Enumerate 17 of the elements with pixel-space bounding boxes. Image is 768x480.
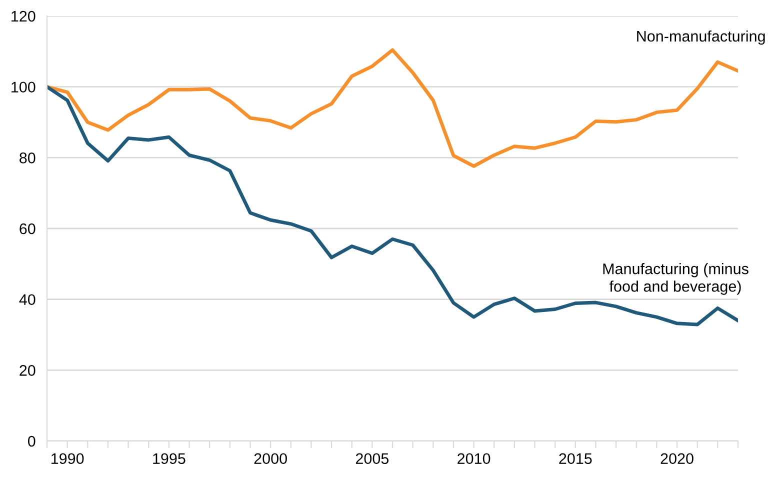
x-tick-label: 2020 xyxy=(660,453,694,464)
x-tick-label: 2005 xyxy=(356,453,389,464)
x-tick-label: 2010 xyxy=(458,453,490,464)
line-series xyxy=(47,48,738,168)
x-tick-label: 2000 xyxy=(254,453,287,464)
y-tick-label: 20 xyxy=(20,365,36,376)
y-tick-label: 80 xyxy=(20,152,36,164)
series-label: Manufacturing (minus food and beverage) xyxy=(603,263,748,295)
x-tick-label: 1990 xyxy=(51,453,84,464)
y-tick-label: 100 xyxy=(12,82,36,93)
y-tick-label: 120 xyxy=(12,10,36,22)
y-tick-label: 60 xyxy=(20,223,36,234)
x-tick-label: 2015 xyxy=(559,453,592,464)
series-label: Non-manufacturing xyxy=(637,30,765,45)
x-tick-label: 1995 xyxy=(153,453,186,464)
y-tick-label: 0 xyxy=(28,436,36,447)
y-tick-label: 40 xyxy=(19,294,36,306)
